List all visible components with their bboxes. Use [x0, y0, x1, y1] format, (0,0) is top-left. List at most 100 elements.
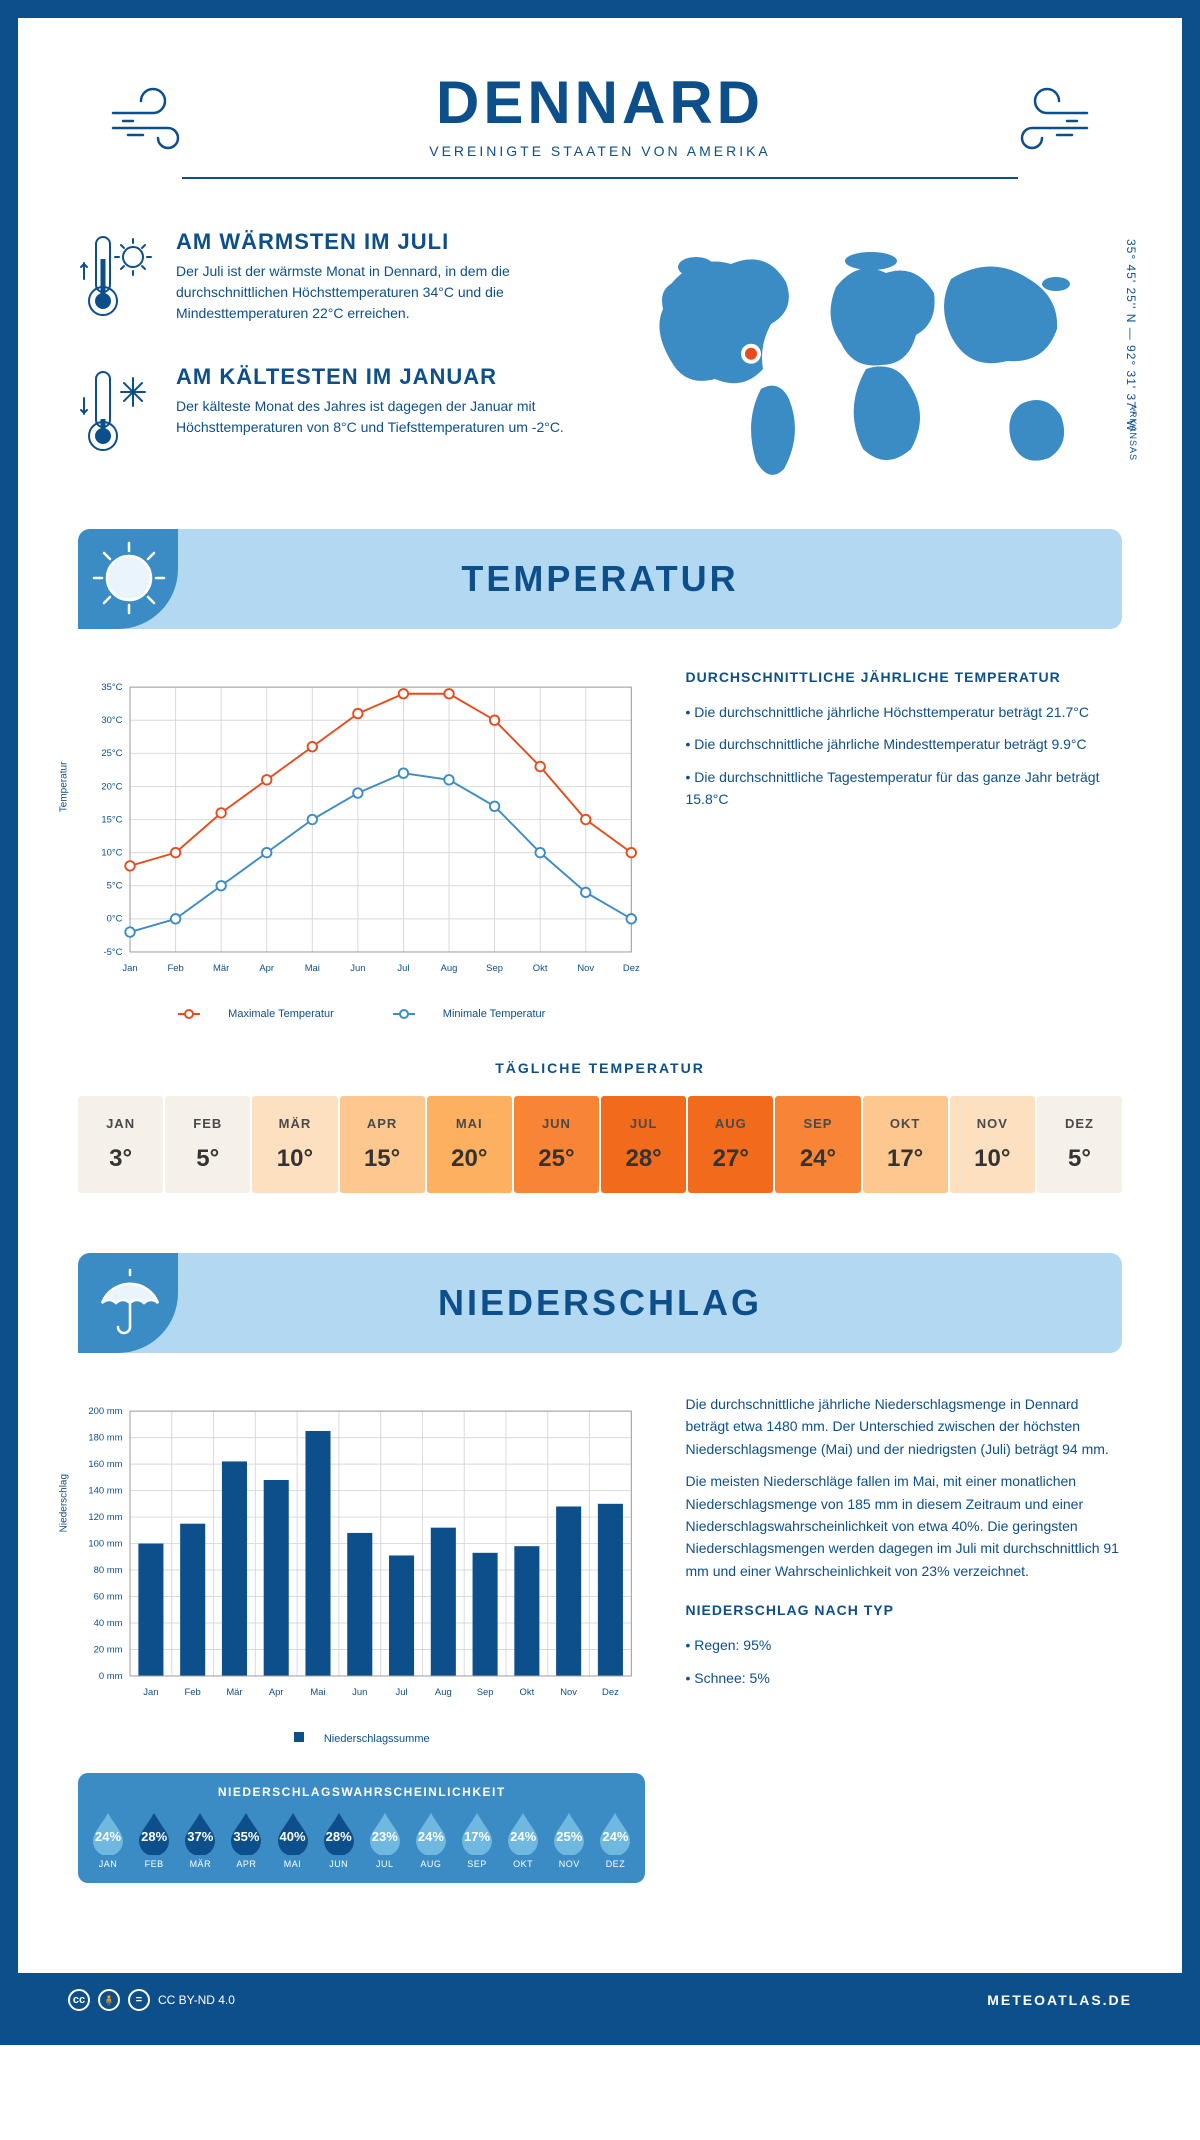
svg-text:20 mm: 20 mm: [94, 1644, 123, 1655]
precip-legend: Niederschlagssumme: [78, 1732, 645, 1745]
header: DENNARD VEREINIGTE STAATEN VON AMERIKA: [78, 58, 1122, 209]
state-label: ARKANSAS: [1128, 404, 1138, 461]
precip-para: Die durchschnittliche jährliche Niedersc…: [685, 1393, 1122, 1460]
svg-text:80 mm: 80 mm: [94, 1565, 123, 1576]
svg-text:35°C: 35°C: [101, 682, 122, 693]
svg-text:60 mm: 60 mm: [94, 1591, 123, 1602]
sun-icon: [90, 539, 168, 622]
svg-text:Okt: Okt: [533, 963, 548, 974]
svg-text:20°C: 20°C: [101, 781, 122, 792]
svg-text:15°C: 15°C: [101, 814, 122, 825]
svg-text:10°C: 10°C: [101, 847, 122, 858]
prob-cell: 24%JAN: [86, 1811, 130, 1869]
precip-text: Die durchschnittliche jährliche Niedersc…: [685, 1393, 1122, 1883]
svg-text:180 mm: 180 mm: [88, 1432, 122, 1443]
svg-text:40 mm: 40 mm: [94, 1618, 123, 1629]
svg-text:140 mm: 140 mm: [88, 1485, 122, 1496]
svg-text:Apr: Apr: [269, 1687, 284, 1698]
daily-cell: FEB5°: [165, 1096, 250, 1193]
svg-text:0°C: 0°C: [107, 914, 123, 925]
daily-cell: MAI20°: [427, 1096, 512, 1193]
daily-cell: AUG27°: [688, 1096, 773, 1193]
svg-text:Dez: Dez: [602, 1687, 619, 1698]
prob-cell: 25%NOV: [547, 1811, 591, 1869]
cold-title: AM KÄLTESTEN IM JANUAR: [176, 364, 580, 390]
svg-text:Dez: Dez: [623, 963, 640, 974]
world-map: 35° 45' 25'' N — 92° 31' 37'' W ARKANSAS: [620, 229, 1122, 499]
daily-cell: NOV10°: [950, 1096, 1035, 1193]
temp-facts-title: DURCHSCHNITTLICHE JÄHRLICHE TEMPERATUR: [685, 669, 1122, 685]
precip-type: • Regen: 95%: [685, 1634, 1122, 1656]
svg-text:Feb: Feb: [167, 963, 183, 974]
daily-temp-title: TÄGLICHE TEMPERATUR: [78, 1060, 1122, 1076]
by-icon: 🧍: [98, 1989, 120, 2011]
prob-cell: 35%APR: [224, 1811, 268, 1869]
prob-cell: 28%JUN: [317, 1811, 361, 1869]
precip-prob-box: NIEDERSCHLAGSWAHRSCHEINLICHKEIT 24%JAN28…: [78, 1773, 645, 1883]
svg-text:Aug: Aug: [441, 963, 458, 974]
cold-text: Der kälteste Monat des Jahres ist dagege…: [176, 396, 580, 438]
precip-type-title: NIEDERSCHLAG NACH TYP: [685, 1602, 1122, 1618]
precip-ylabel: Niederschlag: [59, 1473, 70, 1531]
temp-legend: Maximale Temperatur Minimale Temperatur: [78, 1008, 645, 1020]
daily-cell: DEZ5°: [1037, 1096, 1122, 1193]
svg-text:120 mm: 120 mm: [88, 1512, 122, 1523]
svg-text:Jun: Jun: [352, 1687, 367, 1698]
svg-text:5°C: 5°C: [107, 881, 123, 892]
daily-cell: JAN3°: [78, 1096, 163, 1193]
precip-banner: NIEDERSCHLAG: [78, 1253, 1122, 1353]
prob-cell: 23%JUL: [363, 1811, 407, 1869]
svg-text:100 mm: 100 mm: [88, 1538, 122, 1549]
svg-text:200 mm: 200 mm: [88, 1406, 122, 1417]
prob-cell: 17%SEP: [455, 1811, 499, 1869]
svg-text:Mai: Mai: [310, 1687, 325, 1698]
temp-banner: TEMPERATUR: [78, 529, 1122, 629]
svg-text:Jul: Jul: [397, 963, 409, 974]
svg-text:Jan: Jan: [122, 963, 137, 974]
svg-text:Nov: Nov: [577, 963, 594, 974]
umbrella-icon: [90, 1263, 168, 1346]
temp-fact: • Die durchschnittliche jährliche Höchst…: [685, 701, 1122, 723]
prob-title: NIEDERSCHLAGSWAHRSCHEINLICHKEIT: [86, 1785, 637, 1799]
temp-line-chart: Temperatur -5°C0°C5°C10°C15°C20°C25°C30°…: [78, 669, 645, 994]
wind-icon: [108, 83, 218, 158]
precip-title: NIEDERSCHLAG: [438, 1282, 762, 1324]
daily-temp-grid: JAN3°FEB5°MÄR10°APR15°MAI20°JUN25°JUL28°…: [78, 1096, 1122, 1193]
prob-cell: 24%OKT: [501, 1811, 545, 1869]
nd-icon: =: [128, 1989, 150, 2011]
thermometer-hot-icon: [78, 229, 158, 334]
svg-text:Okt: Okt: [520, 1687, 535, 1698]
daily-cell: APR15°: [340, 1096, 425, 1193]
daily-cell: JUN25°: [514, 1096, 599, 1193]
prob-cell: 37%MÄR: [178, 1811, 222, 1869]
svg-text:Sep: Sep: [486, 963, 503, 974]
legend-precip: Niederschlagssumme: [324, 1733, 430, 1745]
cold-stat: AM KÄLTESTEN IM JANUAR Der kälteste Mona…: [78, 364, 580, 469]
daily-cell: JUL28°: [601, 1096, 686, 1193]
svg-text:Jun: Jun: [350, 963, 365, 974]
page-title: DENNARD: [78, 68, 1122, 137]
legend-min: Minimale Temperatur: [443, 1008, 546, 1020]
svg-text:0 mm: 0 mm: [99, 1671, 123, 1682]
daily-cell: SEP24°: [775, 1096, 860, 1193]
svg-text:Mär: Mär: [213, 963, 229, 974]
prob-cell: 28%FEB: [132, 1811, 176, 1869]
wind-icon: [982, 83, 1092, 158]
footer-brand: METEOATLAS.DE: [987, 1992, 1132, 2008]
prob-cell: 24%AUG: [409, 1811, 453, 1869]
svg-text:Jan: Jan: [143, 1687, 158, 1698]
infographic-frame: DENNARD VEREINIGTE STAATEN VON AMERIKA A…: [0, 0, 1200, 2045]
header-divider: [182, 177, 1017, 179]
svg-text:Mär: Mär: [226, 1687, 242, 1698]
svg-text:Feb: Feb: [185, 1687, 201, 1698]
temp-fact: • Die durchschnittliche Tagestemperatur …: [685, 766, 1122, 811]
temp-title: TEMPERATUR: [461, 558, 738, 600]
warm-stat: AM WÄRMSTEN IM JULI Der Juli ist der wär…: [78, 229, 580, 334]
svg-text:Aug: Aug: [435, 1687, 452, 1698]
footer: cc 🧍 = CC BY-ND 4.0 METEOATLAS.DE: [18, 1973, 1182, 2027]
precip-type: • Schnee: 5%: [685, 1667, 1122, 1689]
svg-text:Sep: Sep: [477, 1687, 494, 1698]
warm-text: Der Juli ist der wärmste Monat in Dennar…: [176, 261, 580, 324]
svg-text:-5°C: -5°C: [103, 947, 122, 958]
prob-cell: 40%MAI: [271, 1811, 315, 1869]
